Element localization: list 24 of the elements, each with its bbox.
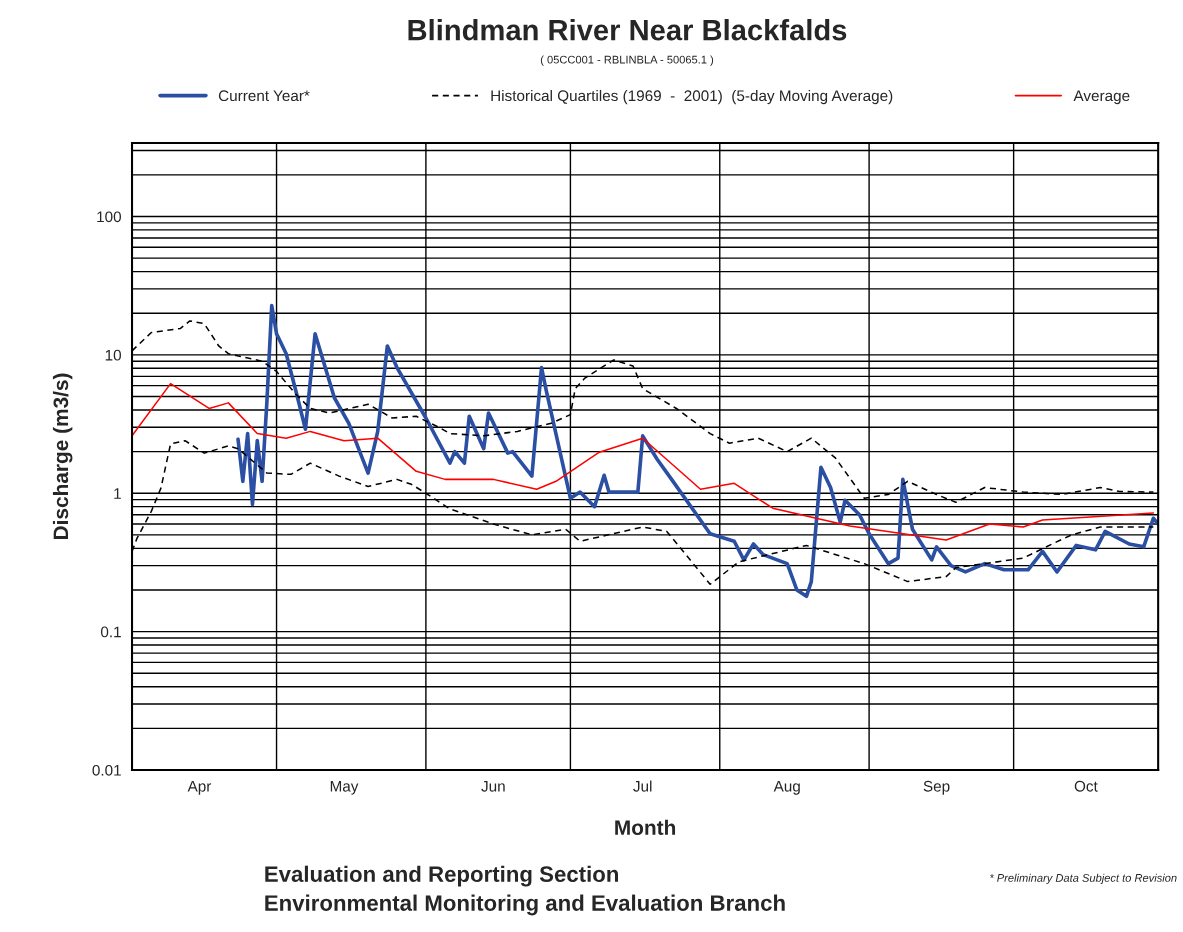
x-tick-label: Jun — [481, 781, 505, 792]
line-series — [132, 382, 1155, 541]
y-tick-label: 10 — [105, 349, 122, 361]
x-tick-label: Apr — [187, 781, 212, 795]
legend-label: Current Year* — [218, 90, 310, 102]
chart-subtitle: ( 05CC001 - RBLINBLA - 50065.1 ) — [540, 55, 714, 66]
x-axis-title: Month — [615, 819, 676, 835]
text: Evaluation and Reporting Section — [265, 865, 619, 887]
line-series — [236, 303, 1159, 599]
text: Environmental Monitoring and Evaluation Branch — [265, 894, 785, 916]
y-tick-label: 0.1 — [100, 626, 121, 638]
x-tick-label: Oct — [1074, 780, 1098, 792]
x-tick-label: Aug — [773, 781, 800, 795]
y-tick-label: 100 — [97, 211, 122, 223]
legend-label: Historical Quartiles (1969 - 2001) (5-day Moving Average) — [491, 89, 893, 105]
x-tick-label: Sep — [923, 780, 950, 795]
y-tick-label: 1 — [114, 488, 121, 499]
y-tick-label: 0.01 — [92, 764, 121, 776]
y-axis-title: Discharge (m3/s) — [52, 373, 73, 540]
x-tick-label: Jul — [633, 780, 652, 792]
text: * Preliminary Data Subject to Revision — [990, 873, 1177, 885]
chart-title: Blindman River Near Blackfalds — [408, 19, 847, 41]
legend-label: Average — [1073, 90, 1130, 105]
x-tick-label: May — [330, 781, 359, 795]
